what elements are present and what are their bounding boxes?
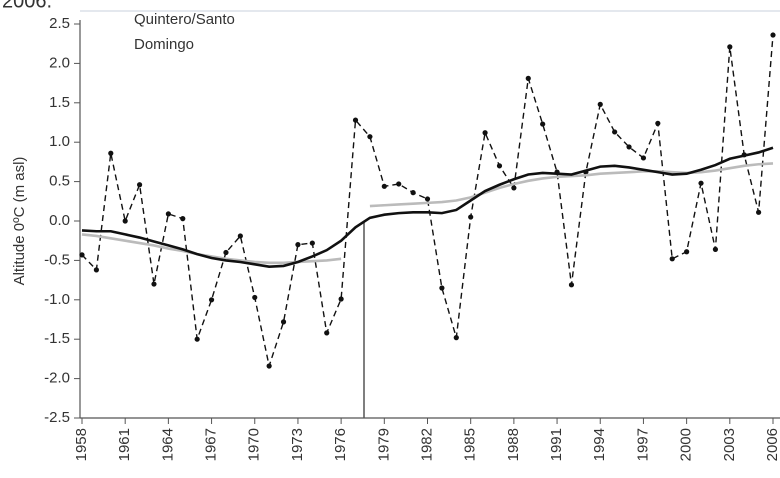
data-point (280, 319, 287, 325)
data-point (496, 163, 503, 169)
series-line (81, 146, 774, 269)
x-tick-label: 1979 (375, 428, 392, 461)
x-tick-label: 1964 (159, 428, 176, 461)
data-point (482, 130, 488, 136)
data-point (352, 117, 359, 123)
data-point (712, 246, 719, 252)
y-tick-label: -1.5 (44, 330, 70, 347)
data-point (151, 281, 157, 287)
data-point (698, 180, 704, 186)
data-point (165, 211, 171, 217)
data-point (295, 242, 301, 248)
data-point (180, 216, 186, 222)
caption: 2006. (2, 0, 52, 12)
annotation: Domingo (134, 36, 194, 53)
x-tick-label: 2000 (678, 428, 695, 461)
data-point (338, 296, 344, 302)
x-tick-label: 1991 (548, 428, 565, 461)
x-tick-label: 1976 (332, 428, 349, 461)
series-line (369, 162, 774, 208)
y-tick-label: 2.5 (49, 15, 70, 32)
data-point (108, 150, 114, 156)
data-point (612, 129, 618, 135)
x-tick-label: 1970 (246, 428, 263, 461)
x-tick-label: 1988 (505, 428, 522, 461)
data-point (136, 182, 143, 188)
data-point (367, 134, 373, 140)
x-tick-label: 1967 (203, 428, 220, 461)
data-point (626, 144, 632, 150)
data-point (655, 120, 661, 126)
data-point (424, 196, 431, 202)
x-tick-label: 1994 (591, 428, 608, 461)
data-point (468, 214, 474, 220)
x-tick-label: 1958 (73, 428, 90, 461)
data-point (511, 185, 517, 191)
data-point (540, 121, 546, 127)
data-point (439, 285, 445, 291)
data-point (525, 75, 531, 81)
data-point (669, 256, 675, 262)
data-point (727, 44, 733, 50)
x-tick-label: 2003 (721, 428, 738, 461)
annotation: Quintero/Santo (134, 11, 235, 28)
data-point (93, 267, 99, 273)
x-tick-label: 1982 (418, 428, 435, 461)
data-point (453, 335, 459, 341)
x-tick-label: 1961 (116, 428, 133, 461)
y-tick-label: -0.5 (44, 251, 70, 268)
data-point (324, 330, 330, 336)
data-point (770, 32, 776, 38)
data-point (208, 297, 215, 303)
x-tick-label: 1997 (634, 428, 651, 461)
y-tick-label: 0.0 (49, 212, 70, 229)
data-point (684, 249, 690, 255)
data-point (756, 209, 762, 215)
data-point (410, 190, 416, 196)
y-tick-label: 1.5 (49, 94, 70, 111)
y-tick-label: -1.0 (44, 291, 70, 308)
y-tick-label: -2.0 (44, 370, 70, 387)
x-tick-label: 1973 (289, 428, 306, 461)
data-point (597, 101, 603, 107)
data-point (309, 240, 315, 246)
data-point (640, 155, 647, 161)
y-axis-label: Altitude 0ºC (m asl) (11, 157, 28, 286)
data-point (79, 252, 85, 258)
data-point (237, 233, 243, 239)
data-point (266, 363, 272, 369)
y-tick-label: 0.5 (49, 173, 70, 190)
y-tick-label: 1.0 (49, 133, 70, 150)
data-point (122, 218, 128, 224)
x-tick-label: 2006 (764, 428, 780, 461)
data-point (252, 294, 258, 301)
y-tick-label: 2.0 (49, 54, 70, 71)
data-point (396, 181, 402, 187)
data-point (194, 336, 200, 342)
data-point (568, 282, 575, 288)
data-point (381, 183, 387, 189)
data-point (223, 249, 229, 256)
x-tick-label: 1985 (462, 428, 479, 461)
y-tick-label: -2.5 (44, 409, 70, 426)
